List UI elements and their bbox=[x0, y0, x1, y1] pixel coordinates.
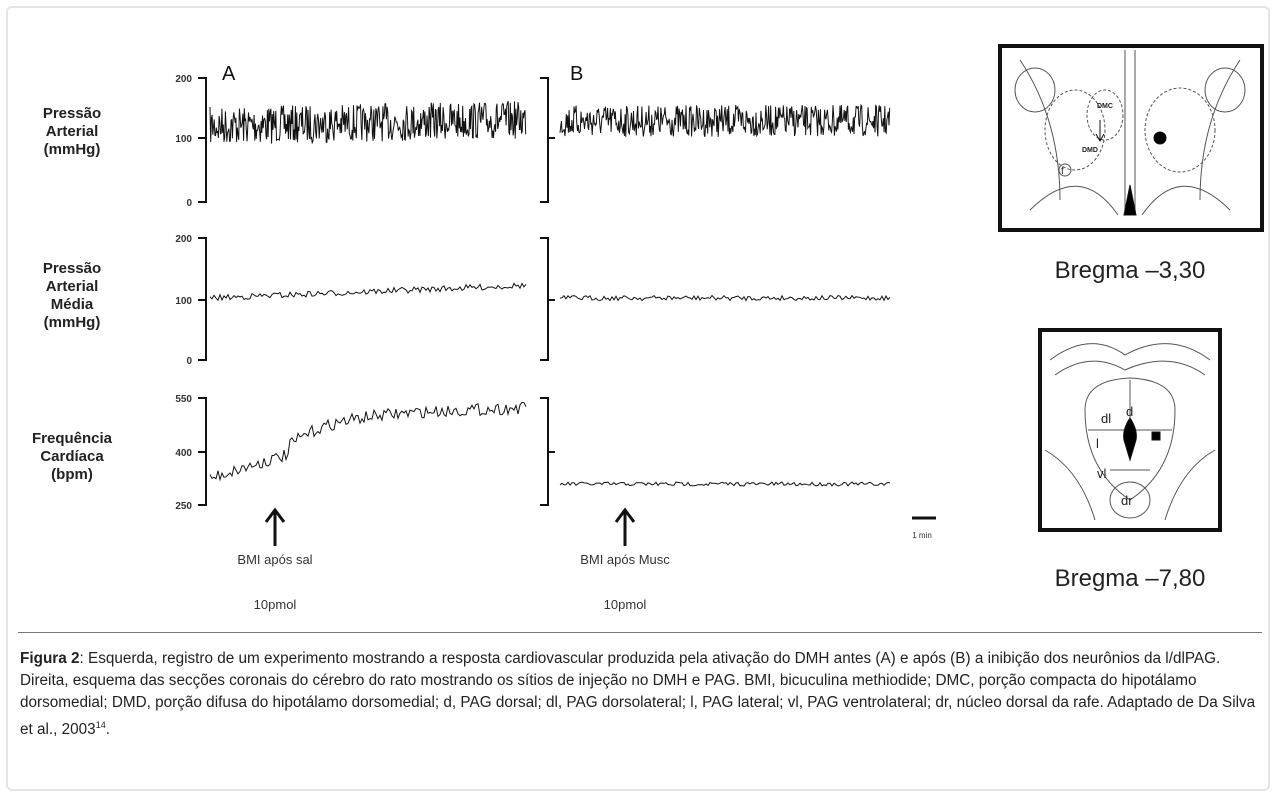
section-label: f bbox=[1061, 166, 1064, 177]
row-label: Arterial bbox=[46, 123, 99, 140]
row-label: Pressão bbox=[43, 260, 101, 277]
tick-label: 100 bbox=[175, 296, 192, 307]
caption: Figura 2: Esquerda, registro de um exper… bbox=[20, 648, 1260, 741]
section-label: l bbox=[1096, 436, 1099, 451]
row-label: (bpm) bbox=[51, 466, 93, 483]
tick-label: 0 bbox=[186, 198, 192, 209]
section-label: dr bbox=[1121, 493, 1133, 508]
row-label: Pressão bbox=[43, 105, 101, 122]
trace bbox=[209, 100, 527, 145]
scale-bar-label: 1 min bbox=[912, 531, 932, 540]
row-label: Média bbox=[51, 296, 94, 313]
trace bbox=[209, 282, 527, 302]
tick-label: 400 bbox=[175, 448, 192, 459]
traces bbox=[209, 100, 891, 487]
section-label: DMD bbox=[1082, 147, 1098, 154]
dose: 10pmol bbox=[604, 597, 647, 612]
section-caption: Bregma –7,80 bbox=[1055, 565, 1206, 592]
section-label: DMC bbox=[1097, 103, 1113, 110]
reference: 14 bbox=[95, 720, 106, 730]
row-label: Arterial bbox=[46, 278, 99, 295]
tick-label: 250 bbox=[175, 501, 192, 512]
tick-label: 200 bbox=[175, 234, 192, 245]
tick-label: 550 bbox=[175, 394, 192, 405]
section-label: d bbox=[1126, 404, 1133, 419]
row-label: Frequência bbox=[32, 430, 113, 447]
trace bbox=[559, 103, 891, 138]
row-label: (mmHg) bbox=[44, 141, 101, 158]
section-label: dl bbox=[1101, 411, 1111, 426]
section-label: vl bbox=[1097, 466, 1107, 481]
row-label: Cardíaca bbox=[40, 448, 104, 465]
tick-label: 200 bbox=[175, 74, 192, 85]
trace bbox=[559, 294, 891, 302]
panel-label: B bbox=[570, 63, 583, 85]
tick-label: 100 bbox=[175, 134, 192, 145]
section-caption: Bregma –3,30 bbox=[1055, 257, 1206, 284]
figure: Pressão Arterial (mmHg) Pressão Arterial… bbox=[32, 44, 1264, 612]
trace bbox=[559, 481, 891, 487]
panel-label: A bbox=[222, 63, 236, 85]
frame bbox=[6, 6, 1270, 791]
row-label: (mmHg) bbox=[44, 314, 101, 331]
tick-label: 0 bbox=[186, 356, 192, 367]
caption-text: : Esquerda, registro de um experimento m… bbox=[20, 650, 1256, 739]
caption-label: Figura 2 bbox=[20, 650, 80, 667]
caption-end: . bbox=[105, 721, 110, 739]
stimulus: BMI após Musc bbox=[580, 552, 670, 567]
stimulus: BMI após sal bbox=[237, 552, 312, 567]
trace bbox=[209, 401, 527, 482]
dose: 10pmol bbox=[254, 597, 297, 612]
rule bbox=[18, 632, 1262, 633]
